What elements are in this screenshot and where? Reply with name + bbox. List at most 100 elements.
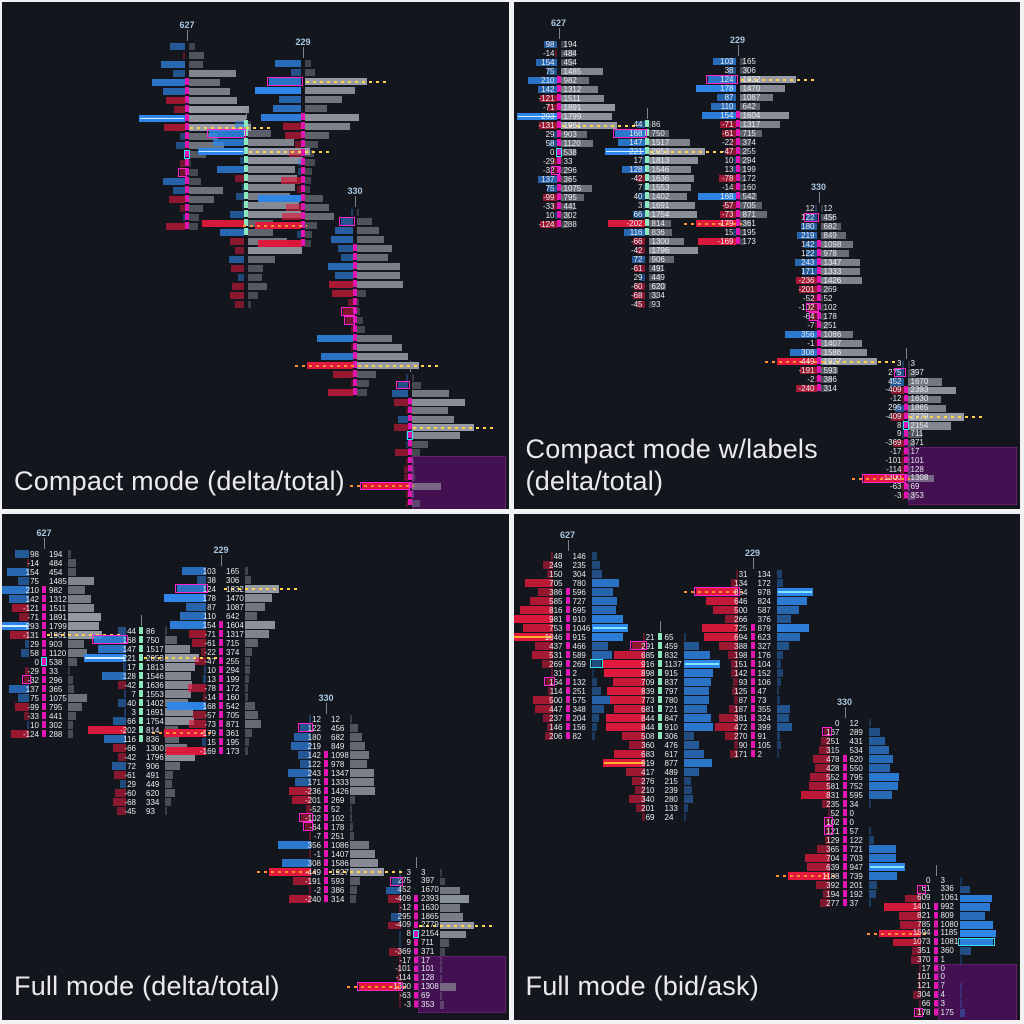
total-bar [357,208,359,217]
ask-bar [591,597,617,605]
bid-value: 685 [641,650,655,660]
delta-bar [814,375,817,384]
bid-value: 360 [641,740,655,750]
total-bar [739,66,749,75]
total-value: 1799 [563,112,582,121]
delta-value: 98 [30,549,39,559]
ask-value: 809 [940,910,954,920]
total-value: 199 [742,165,756,174]
delta-bar [104,735,126,743]
delta-bar [297,185,301,194]
total-bar [68,577,94,585]
bid-value: 249 [549,560,563,570]
highlight-box-magenta [92,635,128,644]
total-bar [440,965,442,974]
ask-bar [776,597,807,605]
total-bar [440,869,442,877]
ask-bar [591,561,600,569]
delta-bar [19,613,29,621]
ask-value: 105 [757,740,771,750]
delta-bar [397,974,401,983]
delta-bar [328,388,353,397]
highlight-box-magenta [396,380,410,390]
delta-bar [88,726,126,734]
delta-bar [399,930,401,939]
highlight-box-magenta [693,587,740,596]
total-value: 294 [742,156,756,165]
total-value: 836 [146,734,160,744]
ask-bar [776,750,779,758]
total-bar [245,720,261,728]
total-value: 1796 [146,752,164,762]
bid-value: 291 [641,641,655,651]
total-bar [412,373,414,381]
total-bar [440,895,469,903]
total-bar [350,724,358,732]
total-bar [739,219,751,228]
ask-bar [591,714,599,722]
delta-bar [404,474,408,482]
bid-value: 386 [549,587,563,597]
ask-value: 727 [572,596,586,606]
delta-bar [789,348,817,357]
delta-value: 38 [207,575,216,585]
bid-value: 844 [641,722,655,732]
delta-value: -68 [630,291,643,300]
bid-value: 210 [641,785,655,795]
total-bar [165,708,193,716]
ask-value: 3 [940,998,945,1008]
total-value: 33 [563,157,573,166]
ask-value: 134 [757,569,771,579]
ask-value: 620 [849,754,863,764]
delta-value: -17 [889,447,902,456]
total-value: 454 [563,58,577,67]
delta-bar [229,255,244,264]
poc-dash-orange [295,364,359,367]
delta-value: 66 [633,210,643,219]
total-bar [739,57,745,66]
delta-value: -7 [313,831,321,841]
delta-bar [901,430,904,439]
delta-value: 275 [888,367,902,377]
total-bar [68,694,87,702]
delta-bar [406,499,408,507]
ask-value: 575 [572,695,586,705]
ask-value: 489 [664,767,678,777]
delta-bar [389,948,401,956]
delta-bar [636,174,645,183]
total-bar [350,778,374,786]
bid-value: 1046 [544,632,563,642]
total-value: 795 [49,702,63,712]
delta-value: 137 [25,684,39,694]
highlight-box-magenta [22,675,31,684]
wick-line [567,539,569,551]
delta-value: 10 [30,720,39,730]
total-value: 1511 [49,603,67,613]
delta-value: -1 [313,849,321,859]
ask-bar [683,732,694,740]
bid-bar [883,903,921,911]
ask-value: 721 [849,844,863,854]
delta-value: 243 [801,258,815,267]
poc-dash-yellow [190,126,270,129]
ask-value: 327 [757,641,771,651]
total-bar [165,780,172,788]
total-bar [350,742,365,750]
delta-bar [238,273,244,282]
bid-value: 93 [738,677,748,687]
total-value: 1120 [49,648,67,658]
delta-value: -66 [630,237,643,246]
delta-bar [343,307,353,316]
bid-value: 1073 [912,937,931,947]
bid-value: 683 [641,749,655,759]
delta-bar [291,68,301,77]
ask-bar [959,991,962,999]
bid-bar [911,947,921,955]
total-value: 1586 [823,348,842,357]
delta-value: 0 [34,657,39,667]
delta-value: 110 [720,102,734,111]
delta-value: -22 [721,138,734,147]
total-bar [648,255,674,264]
delta-bar [701,111,736,120]
total-value: 715 [226,638,240,648]
